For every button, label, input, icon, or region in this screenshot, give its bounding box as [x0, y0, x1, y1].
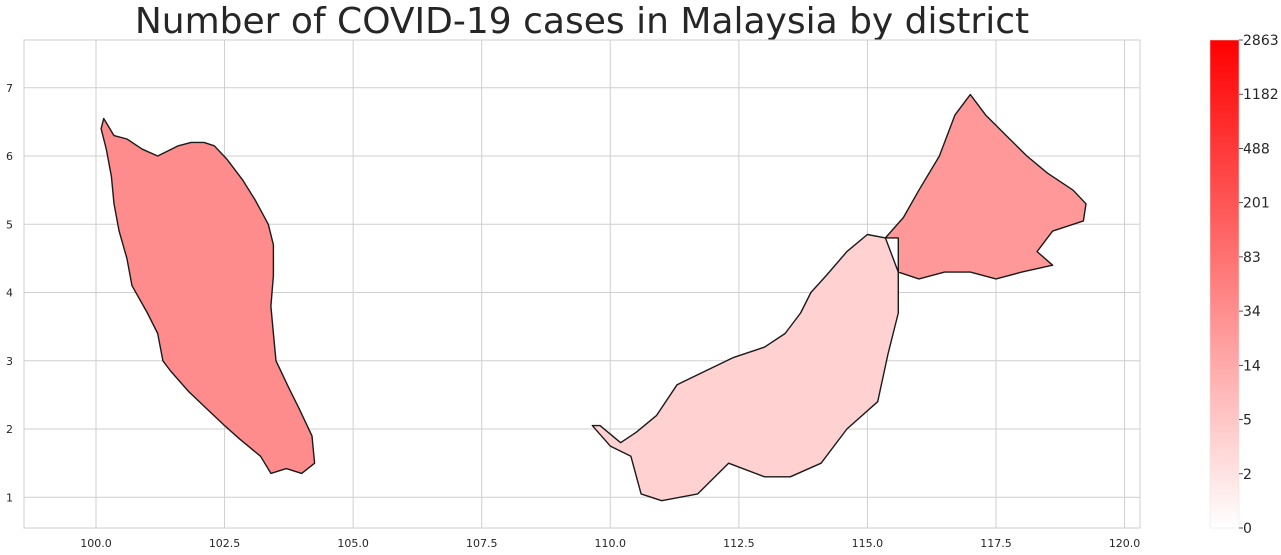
- colorbar-tick-label: 2863: [1243, 33, 1279, 49]
- region-sabah: [884, 93, 1087, 280]
- colorbar-tick-label: 14: [1243, 358, 1261, 374]
- y-tick-label: 7: [6, 82, 13, 95]
- plot-frame: [23, 39, 1141, 529]
- y-tick-label: 3: [6, 355, 13, 368]
- chart-title: Number of COVID-19 cases in Malaysia by …: [134, 1, 1030, 42]
- x-tick-label: 117.5: [980, 537, 1012, 550]
- x-tick-label: 112.5: [723, 537, 755, 550]
- colorbar-tick-label: 1182: [1243, 87, 1279, 103]
- colorbar-tick-label: 5: [1243, 413, 1252, 429]
- colorbar-tick-label: 201: [1243, 196, 1270, 212]
- district-layer: [100, 93, 1087, 502]
- x-tick-label: 102.5: [209, 537, 241, 550]
- region-peninsular-malaysia: [100, 117, 316, 475]
- x-tick-label: 115.0: [852, 537, 884, 550]
- x-tick-label: 100.0: [80, 537, 112, 550]
- y-tick-label: 5: [6, 218, 13, 231]
- x-tick-label: 107.5: [466, 537, 498, 550]
- grid-layer: [24, 40, 1140, 528]
- y-tick-label: 1: [6, 491, 13, 504]
- colorbar-tick-label: 488: [1243, 141, 1270, 157]
- y-tick-label: 4: [6, 287, 13, 300]
- colorbar-tick-label: 34: [1243, 304, 1261, 320]
- x-tick-label: 120.0: [1109, 537, 1141, 550]
- colorbar-tick-label: 2: [1243, 467, 1252, 483]
- colorbar: [1209, 39, 1240, 529]
- colorbar-tick-label: 0: [1243, 521, 1252, 537]
- x-tick-label: 110.0: [595, 537, 627, 550]
- x-tick-label: 105.0: [337, 537, 369, 550]
- y-tick-label: 6: [6, 150, 13, 163]
- axis-ticks: 100.0 102.5 105.0 107.5 110.0 112.5 115.0 117.5…: [6, 82, 1140, 550]
- y-tick-label: 2: [6, 423, 13, 436]
- colorbar-tick-label: 83: [1243, 250, 1261, 266]
- colorbar-ticks: 0 2 5 14 34 83 201 488 1182 2863: [1239, 33, 1279, 537]
- region-sarawak: [591, 233, 899, 502]
